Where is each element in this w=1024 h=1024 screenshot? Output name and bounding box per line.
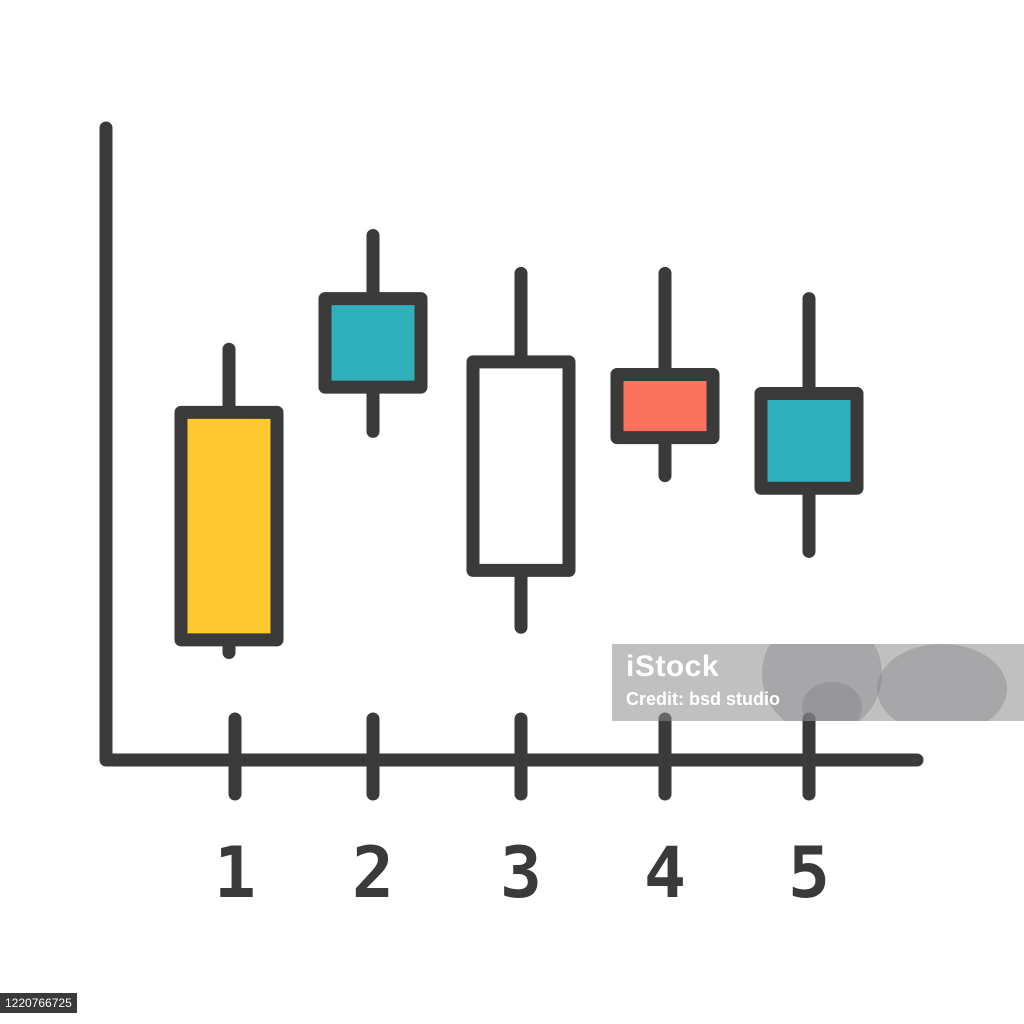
- candle: [174, 342, 284, 660]
- axis-lines: [99, 121, 924, 767]
- watermark-decoration: [762, 644, 882, 721]
- x-tick-label: 4: [644, 832, 686, 914]
- candle: [754, 292, 864, 558]
- x-tick-label: 2: [352, 832, 394, 914]
- chart-axes: [99, 121, 924, 767]
- candles: [174, 228, 864, 660]
- candle-body: [318, 292, 428, 394]
- watermark-decoration: [877, 644, 1007, 721]
- candle: [318, 228, 428, 438]
- candle-body: [610, 367, 720, 445]
- candle: [610, 266, 720, 483]
- x-tick-label: 3: [500, 832, 542, 914]
- candle-body: [466, 355, 576, 577]
- stock-watermark: iStock Credit: bsd studio: [612, 644, 1024, 721]
- watermark-credit: Credit: bsd studio: [626, 689, 780, 709]
- candle-body: [754, 386, 864, 495]
- watermark-decoration: [802, 682, 862, 721]
- image-id-badge: 1220766725: [0, 993, 77, 1013]
- candle: [466, 266, 576, 634]
- x-axis-tick-labels: 1 2 3 4 5: [214, 832, 830, 914]
- watermark-logo: iStock: [626, 650, 720, 683]
- x-axis-ticks: [228, 712, 816, 801]
- x-tick-label: 5: [788, 832, 830, 914]
- x-tick-label: 1: [214, 832, 256, 914]
- candle-body: [174, 405, 284, 647]
